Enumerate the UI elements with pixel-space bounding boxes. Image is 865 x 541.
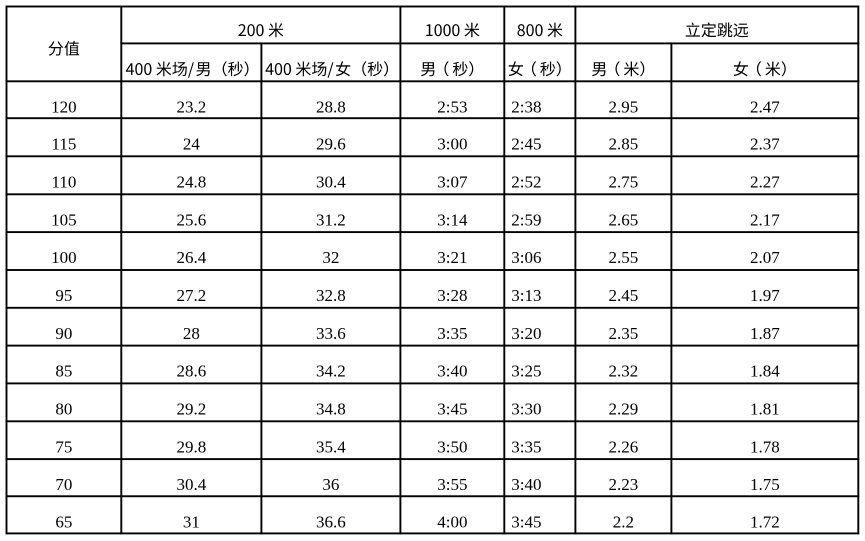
svg-text:33.6: 33.6 <box>316 324 346 343</box>
svg-text:3:45: 3:45 <box>511 512 541 531</box>
svg-text:3:07: 3:07 <box>437 172 468 191</box>
svg-text:2.35: 2.35 <box>609 324 639 343</box>
svg-text:2.65: 2.65 <box>609 210 639 229</box>
svg-text:3:21: 3:21 <box>437 248 467 267</box>
svg-text:1.97: 1.97 <box>750 286 780 305</box>
svg-text:2.75: 2.75 <box>609 172 639 191</box>
svg-text:2.95: 2.95 <box>609 97 639 116</box>
svg-text:2.23: 2.23 <box>609 475 639 494</box>
svg-text:2.17: 2.17 <box>750 210 780 229</box>
svg-text:28.6: 28.6 <box>176 362 206 381</box>
svg-text:2.47: 2.47 <box>750 97 780 116</box>
svg-text:3:45: 3:45 <box>437 400 467 419</box>
svg-text:3:30: 3:30 <box>511 400 541 419</box>
svg-text:2.26: 2.26 <box>609 437 639 456</box>
svg-text:75: 75 <box>55 437 72 456</box>
svg-text:2.37: 2.37 <box>750 134 780 153</box>
svg-text:3:55: 3:55 <box>437 475 467 494</box>
svg-text:35.4: 35.4 <box>316 437 346 456</box>
svg-text:80: 80 <box>55 400 72 419</box>
svg-text:30.4: 30.4 <box>316 172 346 191</box>
svg-text:1.81: 1.81 <box>750 400 780 419</box>
svg-text:3:20: 3:20 <box>511 324 541 343</box>
svg-text:1.75: 1.75 <box>750 475 780 494</box>
svg-text:28.8: 28.8 <box>316 97 346 116</box>
svg-text:31: 31 <box>183 512 200 531</box>
svg-text:32.8: 32.8 <box>316 286 346 305</box>
svg-text:26.4: 26.4 <box>176 248 206 267</box>
svg-text:2:52: 2:52 <box>511 172 541 191</box>
svg-text:2.85: 2.85 <box>609 134 639 153</box>
svg-text:2.07: 2.07 <box>750 248 780 267</box>
svg-text:2.29: 2.29 <box>609 400 639 419</box>
svg-text:3:50: 3:50 <box>437 437 467 456</box>
svg-text:110: 110 <box>51 172 76 191</box>
svg-text:70: 70 <box>55 475 72 494</box>
svg-text:34.8: 34.8 <box>316 400 346 419</box>
svg-text:1.78: 1.78 <box>750 437 780 456</box>
svg-text:3:14: 3:14 <box>437 210 468 229</box>
svg-text:1.84: 1.84 <box>750 362 780 381</box>
svg-text:1.72: 1.72 <box>750 512 780 531</box>
svg-text:85: 85 <box>55 362 72 381</box>
svg-text:95: 95 <box>55 286 72 305</box>
svg-text:36: 36 <box>322 475 339 494</box>
svg-text:3:40: 3:40 <box>437 362 467 381</box>
svg-text:25.6: 25.6 <box>176 210 206 229</box>
svg-text:3:40: 3:40 <box>511 475 541 494</box>
svg-text:29.6: 29.6 <box>316 134 346 153</box>
svg-text:27.2: 27.2 <box>176 286 206 305</box>
svg-text:4:00: 4:00 <box>437 512 467 531</box>
svg-text:3:35: 3:35 <box>437 324 467 343</box>
svg-text:115: 115 <box>51 134 76 153</box>
svg-text:2:59: 2:59 <box>511 210 541 229</box>
svg-text:23.2: 23.2 <box>176 97 206 116</box>
svg-text:2:45: 2:45 <box>511 134 541 153</box>
svg-text:3:25: 3:25 <box>511 362 541 381</box>
svg-text:3:28: 3:28 <box>437 286 467 305</box>
svg-text:2.55: 2.55 <box>609 248 639 267</box>
svg-text:3:00: 3:00 <box>437 134 467 153</box>
svg-text:1.87: 1.87 <box>750 324 780 343</box>
svg-text:2.32: 2.32 <box>609 362 639 381</box>
svg-text:120: 120 <box>51 97 77 116</box>
svg-text:100: 100 <box>51 248 77 267</box>
svg-text:2.2: 2.2 <box>613 512 634 531</box>
svg-text:36.6: 36.6 <box>316 512 346 531</box>
svg-text:2:53: 2:53 <box>437 97 467 116</box>
svg-text:28: 28 <box>183 324 200 343</box>
svg-text:2:38: 2:38 <box>511 97 541 116</box>
svg-text:29.2: 29.2 <box>176 400 206 419</box>
svg-text:24: 24 <box>183 134 201 153</box>
svg-text:90: 90 <box>55 324 72 343</box>
svg-text:34.2: 34.2 <box>316 362 346 381</box>
svg-text:2.45: 2.45 <box>609 286 639 305</box>
svg-text:32: 32 <box>322 248 339 267</box>
svg-text:29.8: 29.8 <box>176 437 206 456</box>
svg-text:31.2: 31.2 <box>316 210 346 229</box>
svg-text:3:35: 3:35 <box>511 437 541 456</box>
svg-text:30.4: 30.4 <box>176 475 206 494</box>
svg-text:24.8: 24.8 <box>176 172 206 191</box>
svg-text:65: 65 <box>55 512 72 531</box>
svg-text:3:06: 3:06 <box>511 248 541 267</box>
svg-text:105: 105 <box>51 210 77 229</box>
svg-text:3:13: 3:13 <box>511 286 541 305</box>
svg-text:2.27: 2.27 <box>750 172 780 191</box>
